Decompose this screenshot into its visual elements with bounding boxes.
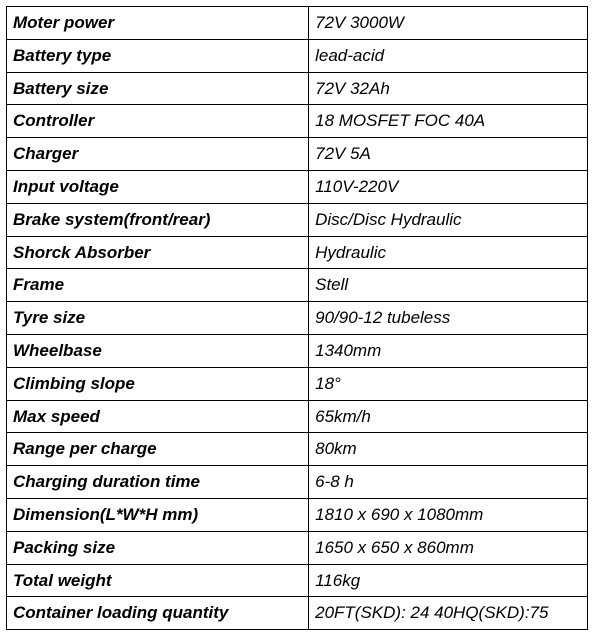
table-row: Packing size1650 x 650 x 860mm: [7, 531, 588, 564]
table-row: Max speed65km/h: [7, 400, 588, 433]
spec-table: Moter power72V 3000W Battery typelead-ac…: [6, 6, 588, 630]
spec-label: Moter power: [7, 7, 309, 40]
spec-value: 18°: [309, 367, 588, 400]
spec-label: Frame: [7, 269, 309, 302]
table-row: Charging duration time6-8 h: [7, 466, 588, 499]
spec-value: 65km/h: [309, 400, 588, 433]
spec-value: 72V 3000W: [309, 7, 588, 40]
spec-label: Battery size: [7, 72, 309, 105]
spec-label: Shorck Absorber: [7, 236, 309, 269]
spec-value: Stell: [309, 269, 588, 302]
spec-value: 110V-220V: [309, 170, 588, 203]
spec-value: 1340mm: [309, 334, 588, 367]
spec-label: Container loading quantity: [7, 597, 309, 630]
spec-value: lead-acid: [309, 39, 588, 72]
table-row: Range per charge80km: [7, 433, 588, 466]
spec-value: 6-8 h: [309, 466, 588, 499]
spec-value: 18 MOSFET FOC 40A: [309, 105, 588, 138]
spec-label: Input voltage: [7, 170, 309, 203]
table-row: Shorck AbsorberHydraulic: [7, 236, 588, 269]
spec-label: Charging duration time: [7, 466, 309, 499]
table-row: Controller18 MOSFET FOC 40A: [7, 105, 588, 138]
spec-label: Tyre size: [7, 302, 309, 335]
spec-label: Charger: [7, 138, 309, 171]
spec-value: 90/90-12 tubeless: [309, 302, 588, 335]
table-row: Brake system(front/rear)Disc/Disc Hydrau…: [7, 203, 588, 236]
spec-value: Disc/Disc Hydraulic: [309, 203, 588, 236]
spec-value: 1810 x 690 x 1080mm: [309, 498, 588, 531]
spec-label: Wheelbase: [7, 334, 309, 367]
spec-value: 80km: [309, 433, 588, 466]
table-row: Dimension(L*W*H mm)1810 x 690 x 1080mm: [7, 498, 588, 531]
table-row: Climbing slope18°: [7, 367, 588, 400]
spec-label: Max speed: [7, 400, 309, 433]
table-row: FrameStell: [7, 269, 588, 302]
table-row: Input voltage110V-220V: [7, 170, 588, 203]
table-row: Battery typelead-acid: [7, 39, 588, 72]
spec-table-body: Moter power72V 3000W Battery typelead-ac…: [7, 7, 588, 630]
table-row: Battery size72V 32Ah: [7, 72, 588, 105]
spec-value: 72V 32Ah: [309, 72, 588, 105]
spec-label: Climbing slope: [7, 367, 309, 400]
table-row: Container loading quantity20FT(SKD): 24 …: [7, 597, 588, 630]
table-row: Wheelbase1340mm: [7, 334, 588, 367]
spec-value: 1650 x 650 x 860mm: [309, 531, 588, 564]
spec-label: Controller: [7, 105, 309, 138]
table-row: Tyre size90/90-12 tubeless: [7, 302, 588, 335]
table-row: Moter power72V 3000W: [7, 7, 588, 40]
spec-value: 20FT(SKD): 24 40HQ(SKD):75: [309, 597, 588, 630]
spec-value: 72V 5A: [309, 138, 588, 171]
table-row: Charger72V 5A: [7, 138, 588, 171]
spec-label: Battery type: [7, 39, 309, 72]
spec-label: Dimension(L*W*H mm): [7, 498, 309, 531]
spec-label: Packing size: [7, 531, 309, 564]
spec-value: Hydraulic: [309, 236, 588, 269]
spec-label: Brake system(front/rear): [7, 203, 309, 236]
spec-label: Range per charge: [7, 433, 309, 466]
